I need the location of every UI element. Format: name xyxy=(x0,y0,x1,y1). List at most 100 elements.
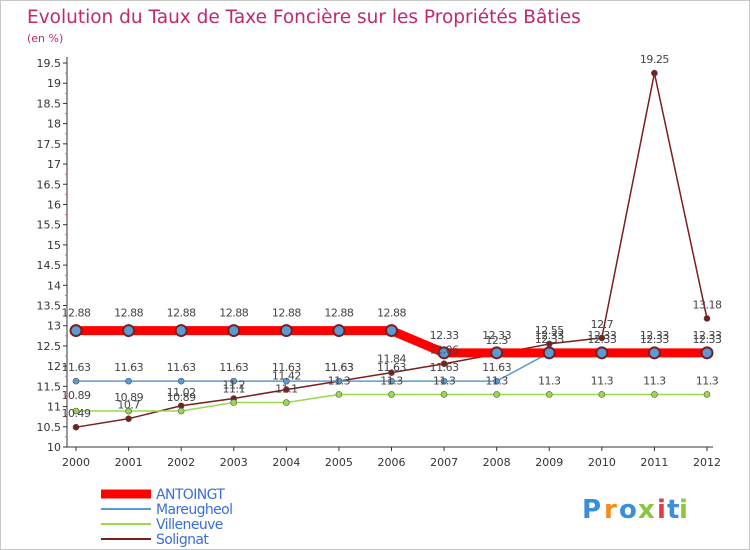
data-point-antoingt xyxy=(227,324,241,338)
data-label-villeneuve: 11.3 xyxy=(696,374,719,387)
data-label-mareugheol: 11.63 xyxy=(377,361,406,374)
data-label-solignat: 11.02 xyxy=(167,386,196,399)
y-tick-label: 12 xyxy=(47,360,61,373)
data-point-antoingt xyxy=(279,324,293,338)
data-point-antoingt xyxy=(174,324,188,338)
data-point-villeneuve xyxy=(283,399,290,406)
x-tick-label: 2007 xyxy=(430,456,458,469)
x-tick-label: 2005 xyxy=(325,456,353,469)
data-point-solignat xyxy=(72,423,80,431)
data-label-mareugheol: 12.33 xyxy=(535,333,564,346)
data-label-villeneuve: 11.1 xyxy=(275,383,298,396)
data-point-mareugheol xyxy=(230,377,238,385)
data-label-mareugheol: 12.33 xyxy=(587,333,616,346)
y-axis-label: (en %) xyxy=(27,32,63,45)
legend-label-antoingt: ANTOINGT xyxy=(156,487,225,503)
data-label-villeneuve: 11.3 xyxy=(328,374,351,387)
x-tick-label: 2000 xyxy=(62,456,90,469)
axes: 10 10.5 11 11.5 12 12.5 13 13.5 14 14.5 15 15.5 16 16… xyxy=(37,57,721,469)
y-tick-label: 19.5 xyxy=(37,57,62,70)
data-label-solignat: 11.42 xyxy=(272,370,301,383)
data-label-villeneuve: 11.1 xyxy=(223,383,246,396)
data-label-antoingt: 12.88 xyxy=(219,307,248,320)
data-label-solignat: 10.7 xyxy=(117,399,140,412)
data-label-mareugheol: 11.63 xyxy=(482,361,511,374)
data-label-mareugheol: 11.63 xyxy=(167,361,196,374)
data-label-antoingt: 12.88 xyxy=(324,307,353,320)
logo-letter: o xyxy=(619,495,637,525)
y-tick-label: 16.5 xyxy=(37,178,62,191)
data-point-antoingt xyxy=(542,346,556,360)
data-label-villeneuve: 11.3 xyxy=(538,374,561,387)
x-tick-label: 2009 xyxy=(535,456,563,469)
data-point-mareugheol xyxy=(335,377,343,385)
y-tick-label: 11 xyxy=(47,401,61,414)
y-tick-label: 15.5 xyxy=(37,219,62,232)
data-label-solignat: 12.3 xyxy=(485,334,508,347)
data-point-mareugheol xyxy=(125,377,132,385)
chart-title: Evolution du Taux de Taxe Foncière sur l… xyxy=(27,7,581,28)
data-point-antoingt xyxy=(700,346,714,360)
data-label-antoingt: 12.88 xyxy=(167,307,196,320)
data-point-antoingt xyxy=(595,346,609,360)
data-labels: 12.88 12.88 12.88 12.88 12.88 12.88 12.88 12.33… xyxy=(62,53,723,420)
y-tick-label: 17.5 xyxy=(37,138,62,151)
data-label-antoingt: 12.33 xyxy=(430,329,459,342)
y-tick-label: 18.5 xyxy=(37,97,62,110)
data-point-mareugheol xyxy=(283,377,290,385)
data-point-antoingt xyxy=(647,346,661,360)
data-label-solignat: 11.84 xyxy=(377,353,406,366)
data-label-solignat: 19.25 xyxy=(640,53,669,66)
y-tick-label: 14 xyxy=(47,279,61,292)
logo-letter: P xyxy=(582,495,601,525)
data-point-villeneuve xyxy=(72,407,80,415)
data-label-antoingt: 12.88 xyxy=(114,307,143,320)
data-label-villeneuve: 10.89 xyxy=(62,389,91,402)
data-label-mareugheol: 11.63 xyxy=(430,361,459,374)
data-point-mareugheol xyxy=(72,377,80,385)
logo-letter: i xyxy=(679,495,688,525)
data-point-villeneuve xyxy=(388,391,395,398)
data-point-solignat xyxy=(388,369,395,376)
data-point-villeneuve xyxy=(598,391,606,398)
x-tick-label: 2004 xyxy=(272,456,300,469)
legend-label-solignat: Solignat xyxy=(156,532,209,548)
x-tick-label: 2003 xyxy=(220,456,248,469)
legend-label-mareugheol: Mareugheol xyxy=(156,502,232,518)
data-label-antoingt: 12.33 xyxy=(640,329,669,342)
logo-letter: t xyxy=(667,495,679,525)
data-label-antoingt: 12.33 xyxy=(587,329,616,342)
data-label-antoingt: 12.33 xyxy=(693,329,722,342)
data-point-villeneuve xyxy=(177,407,185,415)
data-point-mareugheol xyxy=(177,377,185,385)
x-tick-label: 2001 xyxy=(115,456,143,469)
data-label-villeneuve: 11.3 xyxy=(433,374,456,387)
data-point-antoingt xyxy=(490,346,504,360)
y-tick-label: 13 xyxy=(47,320,61,333)
data-label-solignat: 13.18 xyxy=(693,298,722,311)
data-label-villeneuve: 11.3 xyxy=(380,374,403,387)
data-label-solignat: 12.55 xyxy=(535,324,564,337)
series-lines xyxy=(69,69,714,431)
data-point-antoingt xyxy=(69,324,83,338)
data-point-antoingt xyxy=(332,324,346,338)
x-tick-label: 2002 xyxy=(167,456,195,469)
data-label-mareugheol: 11.63 xyxy=(62,361,91,374)
data-label-mareugheol: 11.63 xyxy=(114,361,143,374)
data-label-villeneuve: 10.89 xyxy=(114,391,143,404)
data-label-mareugheol: 12.33 xyxy=(640,333,669,346)
y-tick-label: 10 xyxy=(47,441,61,454)
data-point-mareugheol xyxy=(440,377,448,385)
data-point-villeneuve xyxy=(440,391,448,398)
y-tick-label: 18 xyxy=(47,118,61,131)
data-point-villeneuve xyxy=(651,391,658,398)
y-tick-label: 17 xyxy=(47,158,61,171)
data-point-villeneuve xyxy=(125,407,132,415)
data-point-mareugheol xyxy=(493,377,500,385)
data-label-solignat: 12.7 xyxy=(591,318,614,331)
data-point-solignat xyxy=(440,360,448,368)
